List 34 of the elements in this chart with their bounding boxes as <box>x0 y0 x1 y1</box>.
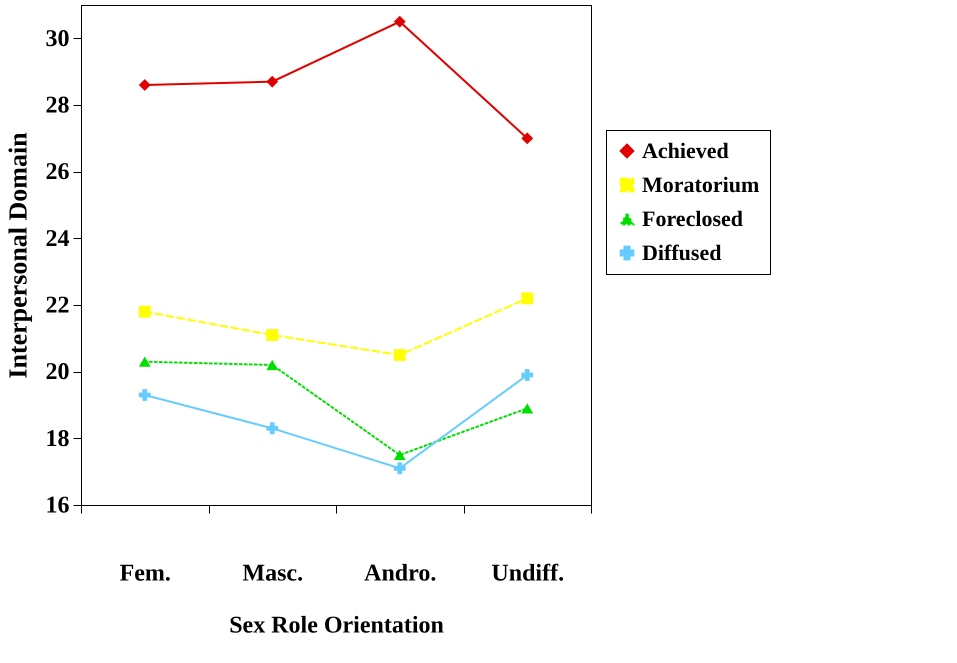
point <box>521 292 534 304</box>
y-tick-label: 28 <box>46 92 70 118</box>
point <box>394 450 406 460</box>
point <box>394 462 406 474</box>
point <box>266 422 278 434</box>
legend-label: Achieved <box>642 138 729 163</box>
point <box>138 306 151 318</box>
point <box>266 360 278 370</box>
x-tick-label: Undiff. <box>491 560 564 586</box>
legend-label: Diffused <box>642 240 722 265</box>
point <box>394 16 406 28</box>
point <box>521 132 534 144</box>
x-axis-title: Sex Role Orientation <box>229 612 444 638</box>
legend-label: Moratorium <box>642 172 760 197</box>
point <box>521 369 534 381</box>
point <box>266 76 278 88</box>
x-tick-label: Masc. <box>242 560 304 586</box>
point <box>138 389 151 401</box>
point <box>266 329 278 341</box>
y-tick-label: 22 <box>46 292 70 318</box>
point <box>521 403 534 414</box>
legend-label: Foreclosed <box>642 206 744 231</box>
y-tick-label: 24 <box>46 226 70 252</box>
y-tick-label: 18 <box>46 426 70 452</box>
y-tick-label: 20 <box>46 359 70 386</box>
y-tick-label: 16 <box>46 492 70 518</box>
x-tick-label: Andro. <box>364 560 436 586</box>
y-tick-label: 30 <box>46 26 70 52</box>
x-tick-label: Fem. <box>120 560 171 586</box>
point <box>138 356 151 367</box>
y-tick-label: 26 <box>46 159 70 186</box>
point <box>138 79 151 91</box>
point <box>394 349 406 361</box>
y-axis-title: Interpersonal Domain <box>4 132 32 379</box>
